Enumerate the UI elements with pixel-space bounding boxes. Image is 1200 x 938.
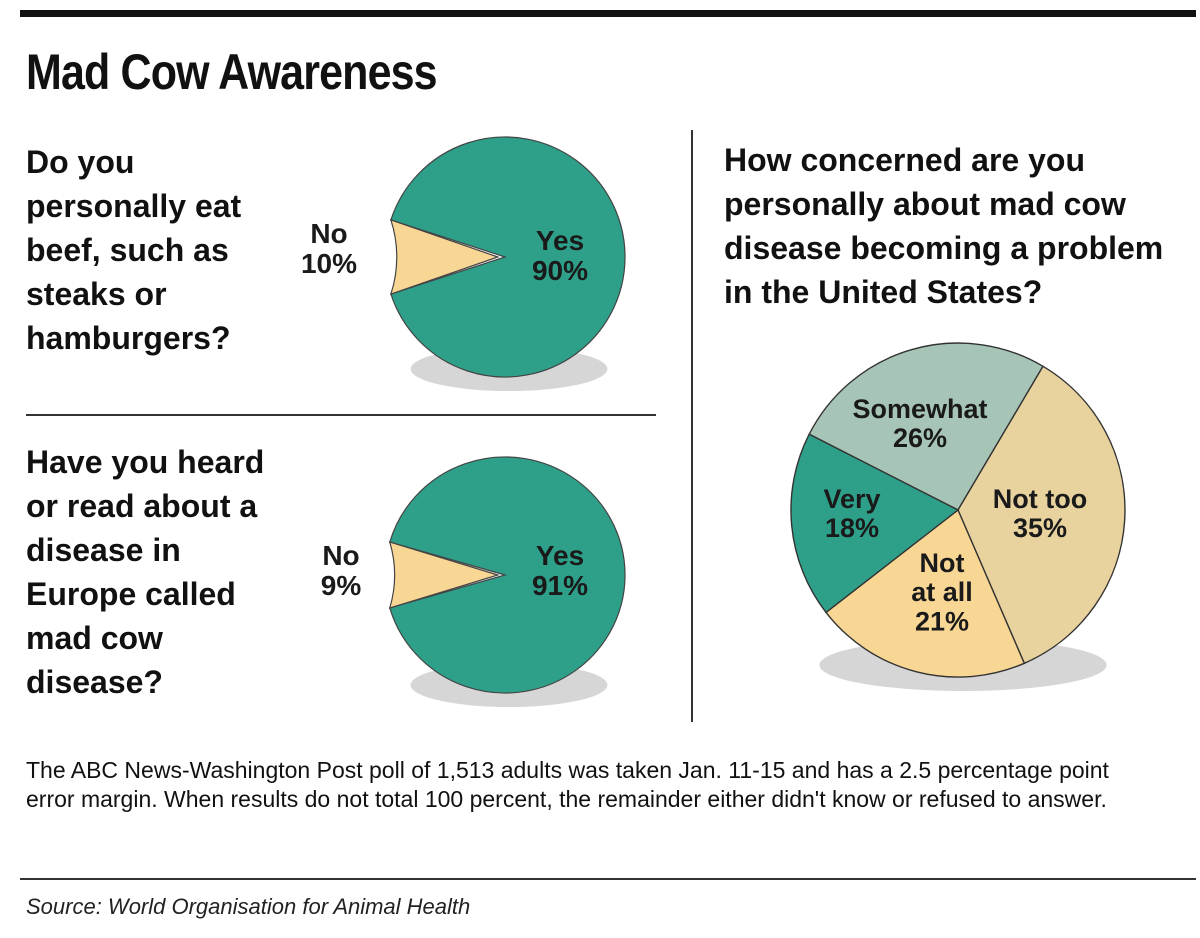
page-title: Mad Cow Awareness [26, 44, 438, 100]
pie-chart-heard-mad-cow: No 9% Yes 91% [321, 456, 626, 707]
label-not-too: Not too 35% [993, 484, 1087, 543]
pie-slice-very [790, 433, 960, 614]
poll-note: The ABC News-Washington Post poll of 1,5… [26, 757, 1109, 812]
pie-slice-yes [390, 136, 626, 378]
column-divider [691, 130, 693, 722]
pie-chart-eat-beef: No 10% Yes 90% [301, 136, 626, 391]
label-not-at-all: Not at all 21% [911, 548, 973, 636]
source-credit: Source: World Organisation for Animal He… [26, 894, 471, 919]
pie-chart-concern: Somewhat 26%Not too 35% Not at all 21% Very 18% [790, 342, 1126, 691]
question-concern: How concerned are you personally about m… [724, 142, 1164, 310]
pie-slice-no [389, 218, 500, 296]
label-somewhat: Somewhat 26% [852, 394, 987, 453]
label-no-q1: No 10% [301, 218, 357, 279]
label-very: Very 18% [823, 484, 880, 543]
top-rule [20, 10, 1196, 17]
pie-slice-not-at-all [825, 508, 1026, 678]
pie-slice-yes [389, 456, 626, 694]
pie-slice-somewhat [808, 342, 1044, 511]
question-heard-mad-cow: Have you heard or read about a disease i… [26, 444, 265, 700]
label-yes-q1: Yes 90% [532, 225, 588, 286]
bottom-rule [20, 878, 1196, 880]
pie-slice-no [388, 541, 500, 609]
label-no-q2: No 9% [321, 540, 362, 601]
pie-slice-not-too [957, 365, 1126, 665]
label-yes-q2: Yes 91% [532, 540, 588, 601]
question-eat-beef: Do you personally eat beef, such as stea… [26, 144, 242, 356]
section-divider [26, 414, 656, 416]
